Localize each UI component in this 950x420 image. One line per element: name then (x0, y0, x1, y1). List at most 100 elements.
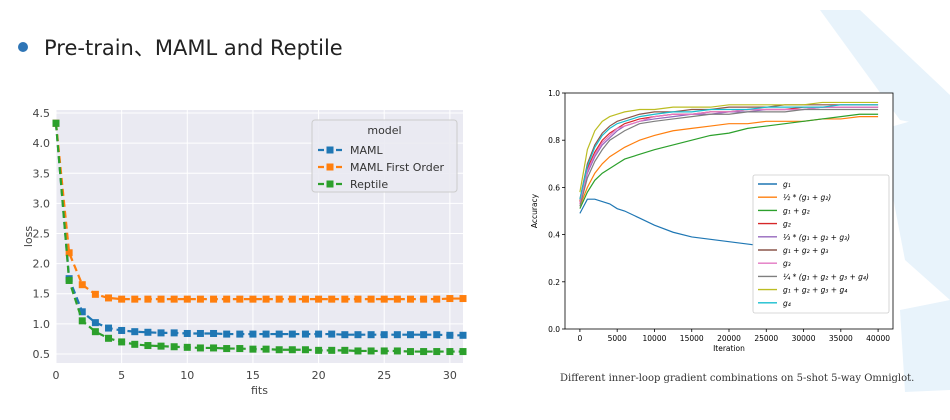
data-point (144, 328, 152, 336)
data-point (341, 346, 349, 354)
y-axis-label: Accuracy (530, 193, 539, 228)
data-point (118, 295, 126, 303)
data-point (196, 329, 204, 337)
x-tick-label: 20000 (717, 334, 741, 343)
data-point (262, 345, 270, 353)
data-point (275, 295, 283, 303)
legend-entry: g₁ + g₂ + g₃ + g₄ (783, 286, 847, 295)
data-point (262, 330, 270, 338)
data-point (118, 326, 126, 334)
data-point (275, 330, 283, 338)
data-point (315, 346, 323, 354)
data-point (236, 295, 244, 303)
legend-entry: ½ * (g₁ + g₂) (783, 193, 831, 202)
y-tick-label: 1.0 (33, 318, 51, 331)
data-point (170, 295, 178, 303)
series-reptile (52, 119, 467, 356)
data-point (196, 344, 204, 352)
data-point (328, 295, 336, 303)
data-point (354, 331, 362, 339)
data-point (301, 346, 309, 354)
right-figure-caption: Different inner-loop gradient combinatio… (560, 373, 915, 384)
data-point (157, 342, 165, 350)
legend-entry: MAML First Order (350, 161, 445, 174)
data-point (406, 295, 414, 303)
data-point (459, 348, 467, 356)
series-maml-first-order (52, 119, 467, 303)
bullet-dot-icon (18, 42, 28, 52)
data-point (236, 330, 244, 338)
x-tick-label: 15 (246, 369, 260, 382)
x-tick-label: 20 (312, 369, 326, 382)
data-point (420, 331, 428, 339)
legend-swatch-marker (326, 163, 334, 171)
data-point (393, 331, 401, 339)
legend-box (311, 119, 458, 193)
data-point (196, 295, 204, 303)
data-point (315, 330, 323, 338)
x-tick-label: 30 (443, 369, 457, 382)
data-point (170, 343, 178, 351)
legend-swatch-marker (326, 180, 334, 188)
y-tick-label: 3.0 (33, 197, 51, 210)
data-point (52, 119, 60, 127)
x-tick-label: 5 (118, 369, 125, 382)
legend-entry: Reptile (350, 178, 388, 191)
data-point (288, 346, 296, 354)
x-tick-label: 0 (578, 334, 583, 343)
data-point (341, 295, 349, 303)
data-point (262, 295, 270, 303)
data-point (446, 331, 454, 339)
data-point (288, 295, 296, 303)
legend: g₁ ½ * (g₁ + g₂) g₁ + g₂ g₂ ⅓ * (g₁ + g₂ + g… (752, 174, 890, 314)
data-point (91, 319, 99, 327)
y-axis-label: loss (22, 226, 35, 248)
data-point (446, 295, 454, 303)
legend-entry: g₂ (783, 220, 791, 229)
data-point (157, 329, 165, 337)
data-point (249, 345, 257, 353)
data-point (367, 347, 375, 355)
data-point (183, 295, 191, 303)
data-point (78, 281, 86, 289)
y-tick-label: 0.4 (548, 231, 560, 240)
data-point (210, 344, 218, 352)
data-point (157, 295, 165, 303)
data-point (131, 328, 139, 336)
legend-entry: g₃ (783, 259, 791, 268)
data-point (380, 331, 388, 339)
x-tick-label: 25000 (754, 334, 778, 343)
data-point (78, 317, 86, 325)
data-point (144, 342, 152, 350)
data-point (236, 345, 244, 353)
data-point (341, 331, 349, 339)
series-line-2 (579, 113, 879, 209)
heading-text: Pre-train、MAML and Reptile (44, 36, 343, 60)
x-axis-label: fits (251, 384, 268, 397)
y-tick-label: 1.0 (548, 89, 560, 98)
data-point (393, 295, 401, 303)
series-line-6 (579, 106, 879, 205)
x-axis-label: Iteration (713, 344, 745, 353)
legend-entry: g₄ (783, 299, 791, 308)
data-point (433, 331, 441, 339)
data-point (459, 295, 467, 303)
y-tick-label: 0.2 (548, 278, 560, 287)
data-point (105, 324, 113, 332)
y-tick-label: 4.0 (33, 137, 51, 150)
data-point (131, 340, 139, 348)
x-tick-label: 0 (53, 369, 60, 382)
accuracy-chart: 0 5000 10000 15000 20000 25000 30000 35000 40000… (530, 89, 894, 353)
legend-entry: g₁ + g₂ + g₃ (783, 246, 828, 255)
data-point (433, 348, 441, 356)
data-point (65, 276, 73, 284)
data-point (249, 295, 257, 303)
data-point (446, 348, 454, 356)
y-tick-label: 0.6 (548, 183, 560, 192)
x-tick-label: 10 (180, 369, 194, 382)
data-point (144, 295, 152, 303)
data-point (315, 295, 323, 303)
data-point (183, 329, 191, 337)
data-point (275, 346, 283, 354)
data-point (328, 346, 336, 354)
